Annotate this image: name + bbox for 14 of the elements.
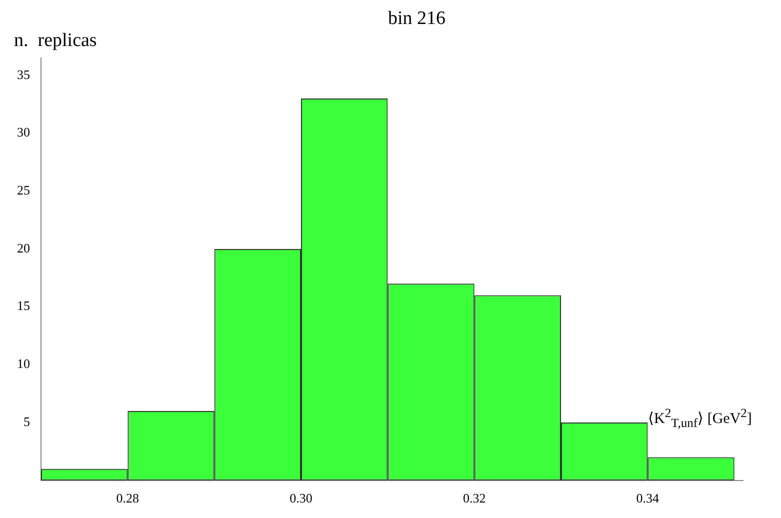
y-axis-title: n. replicas [14,30,97,52]
y-tick-label: 10 [17,356,30,372]
y-tick-label: 5 [24,414,30,429]
y-tick-label: 30 [17,124,30,140]
y-tick-label: 25 [17,182,30,198]
y-tick-label: 20 [17,240,30,256]
x-tick-label: 0.30 [290,490,312,506]
chart-title: bin 216 [388,8,446,30]
x-axis-title: ⟨K$^{2}$$_{T,unf}$⟩ [GeV$^{2}$] [648,406,752,431]
y-tick-label: 15 [17,298,30,314]
x-tick-label: 0.34 [636,490,660,506]
x-tick-label: 0.28 [116,490,140,506]
y-tick-label: 35 [17,66,30,82]
x-tick-label: 0.32 [462,490,486,506]
